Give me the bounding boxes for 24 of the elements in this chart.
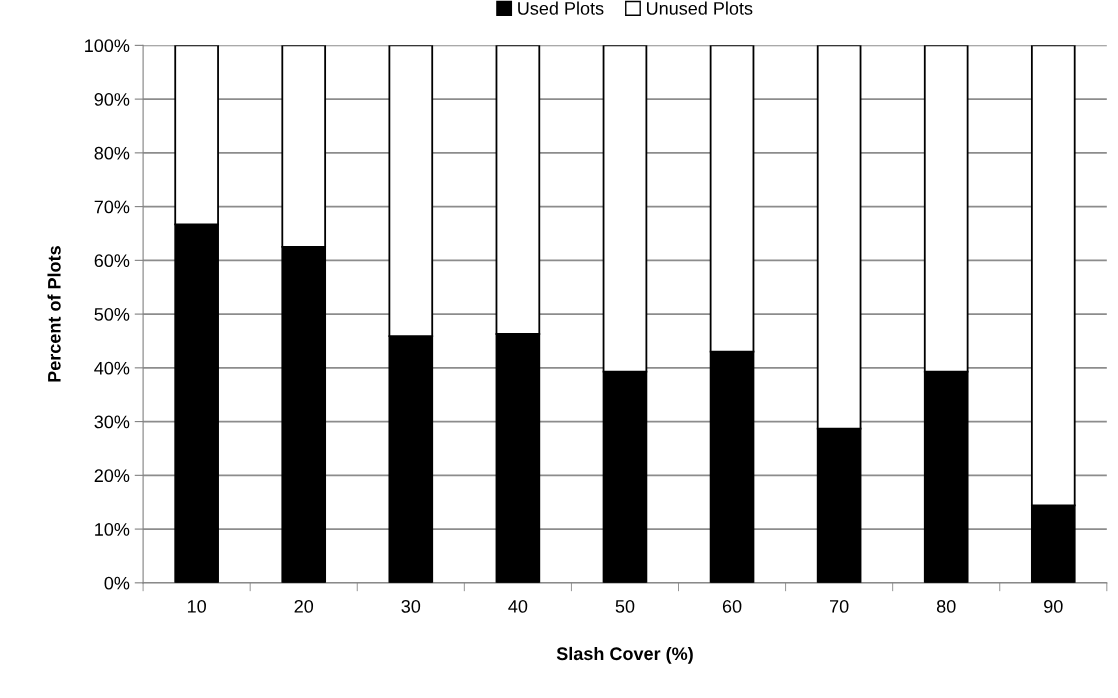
y-tick-label: 90% [94, 93, 130, 106]
y-tick-label: 70% [94, 200, 130, 214]
legend-label: Unused Plots [647, 1, 753, 15]
y-tick-label: 20% [94, 469, 130, 483]
y-tick-label: 40% [94, 361, 130, 375]
x-tick-label: 40 [508, 599, 528, 613]
y-tick-label: 50% [94, 308, 130, 321]
x-tick-label: 50 [615, 599, 635, 613]
y-tick-label: 60% [94, 254, 130, 268]
x-tick-label: 20 [294, 599, 314, 613]
y-tick-label: 100% [85, 39, 130, 53]
y-tick-label: 0% [104, 576, 130, 590]
x-tick-label: 30 [401, 599, 421, 613]
x-tick-label: 60 [722, 599, 742, 613]
x-tick-label: 90 [1044, 599, 1063, 613]
y-tick-label: 30% [94, 415, 130, 429]
y-axis-title: Percent of Plots [47, 246, 61, 382]
legend-label: Used Plots [518, 1, 604, 15]
x-tick-label: 80 [936, 599, 956, 613]
x-tick-label: 70 [830, 599, 849, 613]
y-tick-label: 10% [95, 523, 130, 536]
x-tick-label: 10 [187, 599, 206, 613]
x-axis-title: Slash Cover (%) [556, 646, 693, 664]
y-tick-label: 80% [94, 146, 130, 160]
